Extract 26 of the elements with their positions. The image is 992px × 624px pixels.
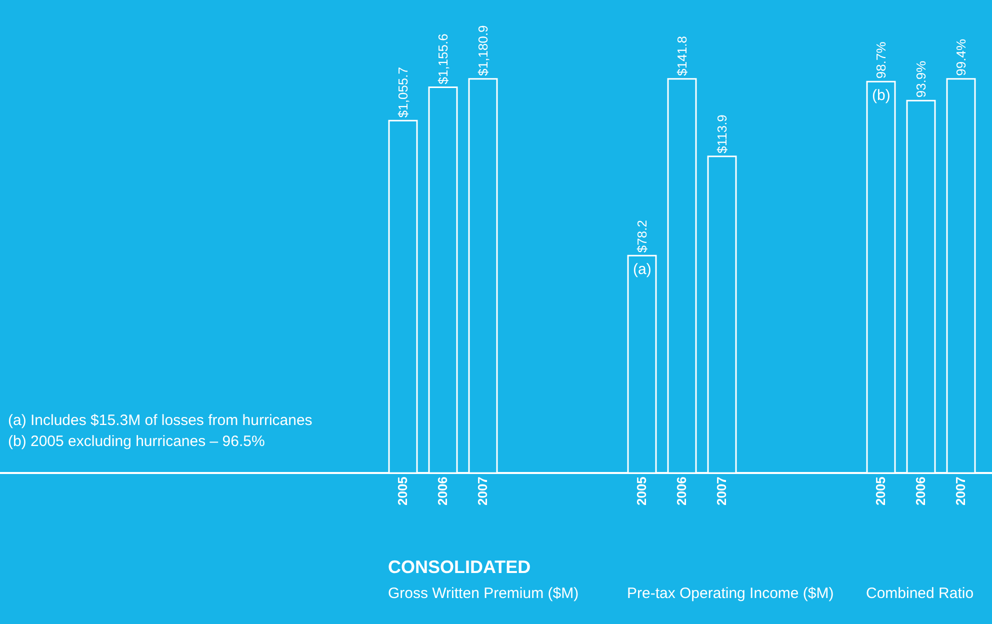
x-tick-label: 2005 <box>395 476 410 506</box>
x-tick-label: 2006 <box>913 476 928 506</box>
x-tick-label: 2007 <box>953 476 968 506</box>
data-label: 98.7% <box>874 41 888 79</box>
text: CONSOLIDATED <box>388 557 531 578</box>
x-tick-label: 2007 <box>714 476 730 506</box>
text: (a) Includes $15.3M of losses from hurricanes <box>8 412 312 429</box>
annotation: (b) <box>872 87 890 104</box>
x-tick-label: 2005 <box>634 476 650 506</box>
data-label: $1,055.7 <box>396 67 410 118</box>
text: Gross Written Premium ($M) <box>388 585 580 603</box>
x-tick-label: 2007 <box>475 476 490 506</box>
text: Combined Ratio <box>866 585 975 603</box>
data-label: $141.8 <box>674 36 690 76</box>
data-label: $113.9 <box>714 114 730 154</box>
x-tick-label: 2005 <box>873 476 888 506</box>
x-tick-label: 2006 <box>674 476 690 506</box>
data-label: $1,155.6 <box>436 34 450 84</box>
text: Pre-tax Operating Income ($M) <box>627 585 835 603</box>
data-label: $1,180.9 <box>476 25 490 76</box>
text: (b) 2005 excluding hurricanes – 96.5% <box>8 433 265 450</box>
data-label: 93.9% <box>914 60 928 98</box>
data-label: 99.4% <box>954 38 968 76</box>
annotation: (a) <box>633 261 652 278</box>
x-tick-label: 2006 <box>435 476 450 506</box>
data-label: $78.2 <box>634 220 650 253</box>
